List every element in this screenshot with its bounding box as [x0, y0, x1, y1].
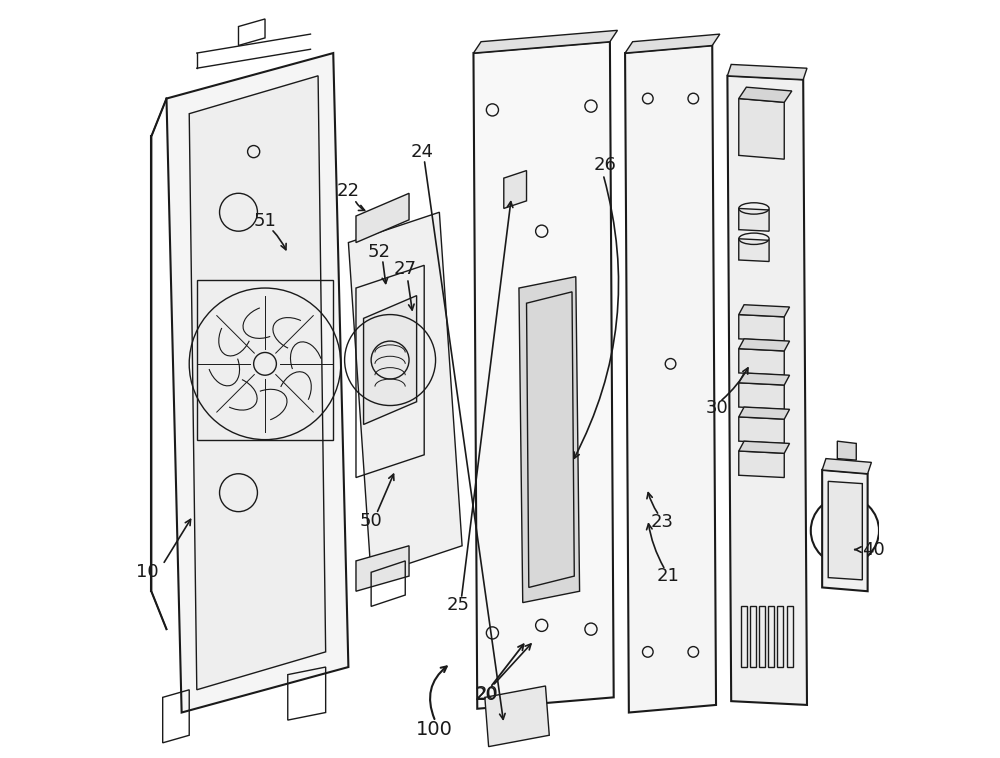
Text: 25: 25: [447, 596, 470, 614]
Text: 27: 27: [394, 260, 417, 278]
Polygon shape: [727, 76, 807, 705]
Polygon shape: [787, 606, 793, 667]
Polygon shape: [741, 606, 747, 667]
Polygon shape: [356, 546, 409, 591]
Polygon shape: [739, 315, 784, 341]
Polygon shape: [519, 277, 580, 603]
Polygon shape: [504, 171, 527, 208]
Text: 23: 23: [651, 512, 674, 531]
Polygon shape: [739, 407, 790, 419]
Text: 21: 21: [657, 567, 680, 585]
Text: 40: 40: [862, 540, 885, 559]
Polygon shape: [356, 193, 409, 243]
Text: 51: 51: [254, 212, 276, 230]
Polygon shape: [837, 441, 856, 460]
Polygon shape: [739, 441, 790, 453]
Polygon shape: [768, 606, 774, 667]
Text: 24: 24: [410, 143, 433, 161]
Polygon shape: [739, 383, 784, 409]
Polygon shape: [759, 606, 765, 667]
Text: 22: 22: [337, 182, 360, 200]
Polygon shape: [739, 239, 769, 262]
Polygon shape: [739, 87, 792, 102]
Polygon shape: [739, 208, 769, 231]
Polygon shape: [739, 339, 790, 351]
Polygon shape: [473, 30, 617, 53]
Polygon shape: [348, 212, 462, 576]
Polygon shape: [750, 606, 756, 667]
Polygon shape: [727, 64, 807, 80]
Polygon shape: [625, 34, 720, 53]
Polygon shape: [739, 349, 784, 375]
Polygon shape: [739, 99, 784, 159]
Polygon shape: [739, 373, 790, 385]
Polygon shape: [739, 305, 790, 317]
Polygon shape: [166, 53, 348, 713]
Polygon shape: [777, 606, 783, 667]
Polygon shape: [739, 451, 784, 478]
Text: 20: 20: [476, 684, 498, 703]
Polygon shape: [625, 45, 716, 713]
Polygon shape: [473, 42, 614, 709]
Polygon shape: [822, 459, 871, 474]
Polygon shape: [364, 296, 417, 424]
Text: 50: 50: [360, 512, 383, 530]
Polygon shape: [739, 417, 784, 443]
Polygon shape: [485, 686, 549, 747]
Polygon shape: [828, 481, 862, 580]
Polygon shape: [822, 470, 868, 591]
Text: 100: 100: [416, 719, 452, 739]
Text: 52: 52: [367, 243, 390, 261]
Polygon shape: [189, 76, 326, 690]
Text: 20: 20: [475, 686, 498, 704]
Text: 26: 26: [593, 156, 616, 174]
Text: 30: 30: [705, 399, 728, 417]
Text: 10: 10: [136, 563, 159, 581]
